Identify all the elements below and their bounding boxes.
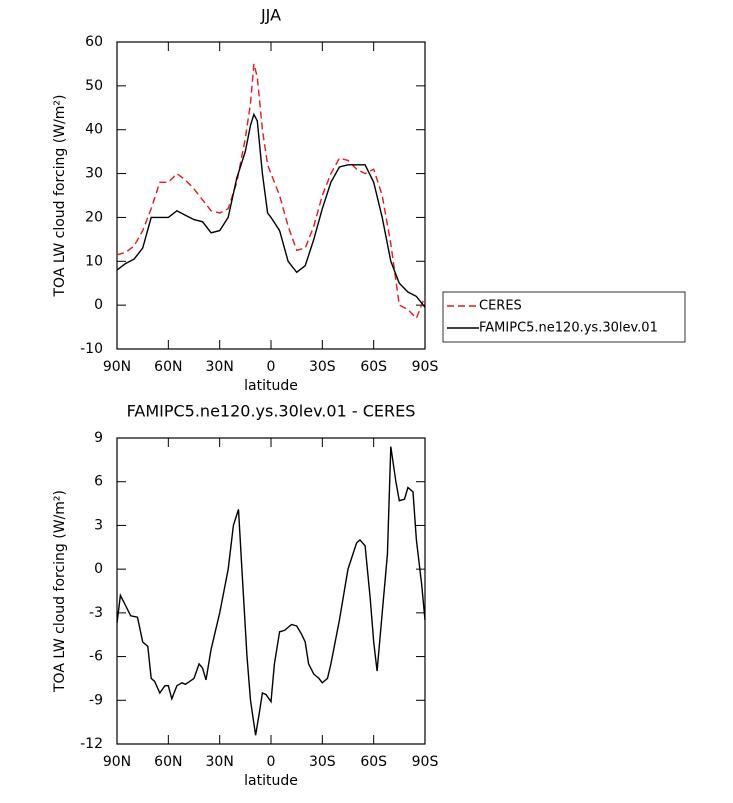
x-tick-label: 30S: [309, 359, 336, 375]
y-tick-label: 40: [85, 122, 103, 138]
y-tick-label: -12: [80, 736, 103, 752]
x-tick-label: 90N: [103, 754, 131, 770]
x-tick-label: 30N: [206, 754, 234, 770]
x-tick-label: 90S: [412, 754, 439, 770]
x-tick-label: 0: [267, 359, 276, 375]
y-tick-label: -6: [89, 649, 103, 665]
x-axis-label: latitude: [244, 378, 298, 394]
x-tick-label: 60S: [360, 754, 387, 770]
x-tick-label: 90S: [412, 359, 439, 375]
x-tick-label: 60N: [154, 359, 182, 375]
chart-title: JJA: [260, 6, 281, 25]
legend-label: CERES: [479, 299, 522, 314]
x-tick-label: 60S: [360, 359, 387, 375]
data-line: [116, 112, 426, 308]
y-tick-label: 10: [85, 253, 103, 269]
y-tick-label: 3: [94, 517, 103, 533]
x-tick-label: 30S: [309, 754, 336, 770]
y-tick-label: 0: [94, 297, 103, 313]
y-tick-label: -3: [89, 605, 103, 621]
data-line: [116, 63, 426, 320]
y-tick-label: 30: [85, 166, 103, 182]
y-tick-label: -9: [89, 692, 103, 708]
y-tick-label: 9: [94, 430, 103, 446]
x-tick-label: 90N: [103, 359, 131, 375]
chart-title: FAMIPC5.ne120.ys.30lev.01 - CERES: [127, 402, 416, 421]
y-tick-label: -10: [80, 341, 103, 357]
x-tick-label: 60N: [154, 754, 182, 770]
y-tick-label: 60: [85, 34, 103, 50]
y-tick-label: 50: [85, 78, 103, 94]
x-tick-label: 30N: [206, 359, 234, 375]
plot-frame: [116, 41, 426, 350]
y-tick-label: 0: [94, 561, 103, 577]
y-tick-label: 6: [94, 474, 103, 490]
x-tick-label: 0: [267, 754, 276, 770]
legend-label: FAMIPC5.ne120.ys.30lev.01: [479, 321, 658, 336]
legend-box: [442, 291, 686, 343]
y-axis-label: TOA LW cloud forcing (W/m²): [52, 95, 68, 298]
y-axis-label: TOA LW cloud forcing (W/m²): [52, 490, 68, 693]
x-axis-label: latitude: [244, 773, 298, 789]
y-tick-label: 20: [85, 209, 103, 225]
data-line: [116, 446, 426, 736]
